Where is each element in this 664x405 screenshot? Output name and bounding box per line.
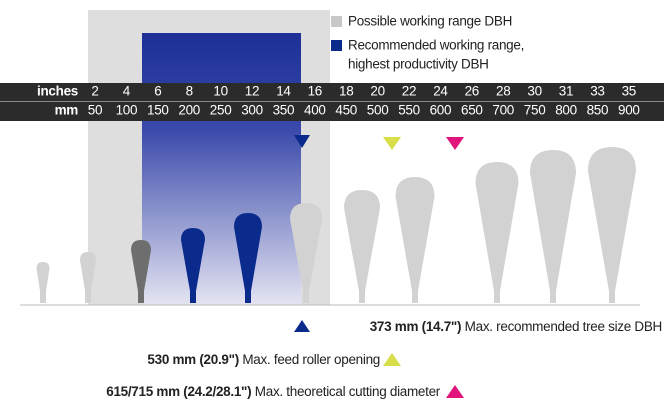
scale-mm: 300 bbox=[241, 103, 263, 118]
note-text: Max. feed roller opening bbox=[239, 352, 380, 367]
tree bbox=[344, 190, 380, 303]
scale-inch: 35 bbox=[622, 84, 636, 99]
note-text: Max. recommended tree size DBH bbox=[461, 319, 662, 334]
scale-inch: 12 bbox=[245, 84, 259, 99]
marker-cutting bbox=[446, 137, 464, 150]
infographic: Possible working range DBH Recommended w… bbox=[0, 0, 664, 405]
scale-mm: 500 bbox=[367, 103, 389, 118]
scale-mm: 850 bbox=[587, 103, 609, 118]
scale-inch: 14 bbox=[276, 84, 291, 99]
scale-inch: 16 bbox=[308, 84, 322, 99]
scale-mm: 400 bbox=[304, 103, 326, 118]
scale-inch: 18 bbox=[339, 84, 353, 99]
note: 373 mm (14.7") Max. recommended tree siz… bbox=[370, 319, 662, 334]
legend-swatch bbox=[331, 40, 342, 51]
scale-mm: 900 bbox=[618, 103, 640, 118]
scale-inch: 30 bbox=[527, 84, 541, 99]
note-value: 373 mm (14.7") bbox=[370, 319, 462, 334]
note-value: 530 mm (20.9") bbox=[147, 352, 239, 367]
scale-inch: 20 bbox=[370, 84, 384, 99]
tree bbox=[530, 150, 576, 303]
scale-mm: 700 bbox=[492, 103, 514, 118]
legend-label: highest productivity DBH bbox=[348, 57, 489, 72]
scale-inch: 24 bbox=[433, 84, 448, 99]
scale-mm: 800 bbox=[555, 103, 577, 118]
scale-mm: 650 bbox=[461, 103, 483, 118]
scale-inch: 31 bbox=[559, 84, 573, 99]
tree bbox=[476, 162, 519, 303]
note-marker bbox=[383, 353, 401, 366]
scale-unit: mm bbox=[55, 103, 79, 118]
scale-inch: 26 bbox=[465, 84, 479, 99]
note-marker bbox=[446, 385, 464, 398]
scale-mm: 350 bbox=[273, 103, 295, 118]
scale-mm: 50 bbox=[88, 103, 102, 118]
scale-inch: 28 bbox=[496, 84, 510, 99]
scale-inch: 22 bbox=[402, 84, 416, 99]
scale-mm: 100 bbox=[116, 103, 138, 118]
scale-unit: inches bbox=[37, 84, 78, 99]
scale-mm: 600 bbox=[430, 103, 452, 118]
scale-inch: 4 bbox=[123, 84, 131, 99]
scale-inch: 10 bbox=[213, 84, 227, 99]
scale-mm: 250 bbox=[210, 103, 232, 118]
scale-mm: 450 bbox=[335, 103, 357, 118]
note: 615/715 mm (24.2/28.1") Max. theoretical… bbox=[106, 384, 441, 399]
scale-mm: 750 bbox=[524, 103, 546, 118]
scale-inch: 2 bbox=[91, 84, 98, 99]
scale-inch: 8 bbox=[186, 84, 193, 99]
note-value: 615/715 mm (24.2/28.1") bbox=[106, 384, 251, 399]
recommended-range bbox=[142, 33, 301, 305]
scale-mm: 150 bbox=[147, 103, 169, 118]
tree bbox=[396, 177, 435, 303]
legend-label: Possible working range DBH bbox=[348, 14, 512, 29]
tree bbox=[588, 147, 636, 303]
legend-swatch bbox=[331, 16, 342, 27]
scale-inch: 33 bbox=[590, 84, 604, 99]
tree bbox=[37, 262, 50, 303]
scale-inch: 6 bbox=[154, 84, 161, 99]
scale-mm: 200 bbox=[178, 103, 200, 118]
scale-mm: 550 bbox=[398, 103, 420, 118]
note-marker bbox=[294, 320, 310, 332]
note-text: Max. theoretical cutting diameter bbox=[251, 384, 440, 399]
note: 530 mm (20.9") Max. feed roller opening bbox=[147, 352, 380, 367]
marker-feed-roller bbox=[383, 137, 401, 150]
legend-label: Recommended working range, bbox=[348, 38, 524, 53]
